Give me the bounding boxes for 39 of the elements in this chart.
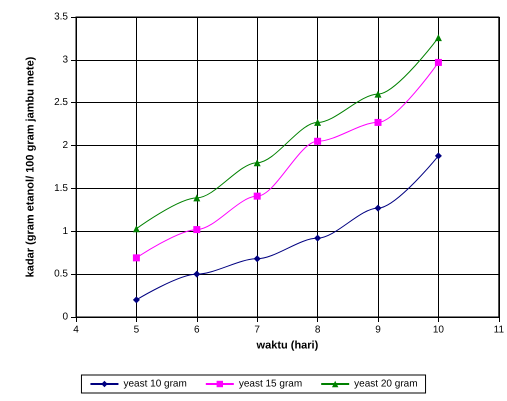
- y-axis-title: kadar (gram etanol/ 100 gram jambu mete): [24, 56, 36, 278]
- legend-label: yeast 20 gram: [354, 378, 418, 390]
- point: [314, 234, 322, 242]
- point: [314, 118, 322, 126]
- x-tick-label: 8: [314, 324, 321, 336]
- point: [193, 270, 200, 278]
- point: [132, 296, 140, 304]
- point: [254, 255, 261, 262]
- point: [193, 226, 200, 234]
- point: [374, 90, 382, 98]
- x-tick-label: 9: [375, 324, 382, 336]
- x-tick-label: 5: [134, 324, 140, 336]
- y-tick-label: 0.5: [54, 268, 68, 280]
- y-tick-label: 3: [62, 54, 68, 66]
- y-tick-label: 1.5: [54, 182, 68, 194]
- point: [254, 159, 261, 166]
- y-tick-label: 2: [62, 140, 68, 152]
- point: [374, 118, 382, 126]
- x-tick-label: 6: [194, 324, 200, 336]
- point: [254, 192, 261, 200]
- y-tick-label: 3.5: [54, 12, 68, 22]
- x-tick-label: 7: [254, 324, 260, 336]
- y-tick-label: 2.5: [54, 97, 68, 108]
- x-tick-label: 10: [432, 324, 444, 336]
- point: [132, 254, 140, 262]
- point: [434, 152, 442, 160]
- point: [132, 225, 140, 232]
- y-tick-label: 1: [62, 226, 68, 237]
- x-tick-label: 4: [73, 324, 80, 336]
- x-tick-label: 11: [494, 324, 504, 336]
- point: [314, 138, 322, 145]
- legend-label: yeast 15 gram: [238, 378, 302, 390]
- point: [374, 204, 382, 212]
- x-axis-title: waktu (hari): [256, 339, 319, 352]
- legend-label: yeast 10 gram: [123, 378, 187, 390]
- point: [434, 34, 442, 42]
- point: [193, 194, 200, 202]
- point: [434, 58, 442, 66]
- y-tick-label: 0: [62, 312, 68, 322]
